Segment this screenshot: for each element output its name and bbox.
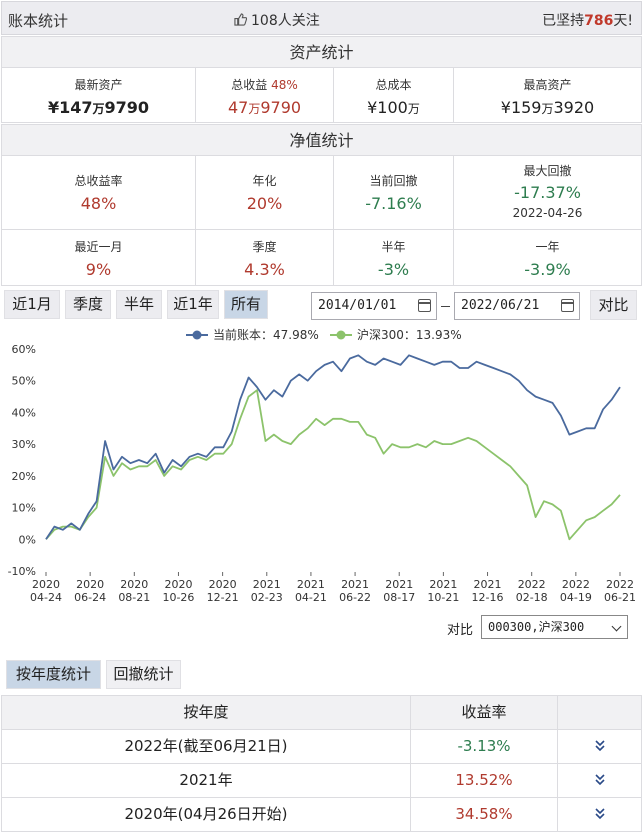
double-chevron-down-icon[interactable]: [594, 774, 605, 786]
current-drawdown: 当前回撤 -7.16%: [334, 156, 454, 230]
y-tick-label: 0%: [19, 533, 36, 546]
legend-marker: [192, 330, 202, 340]
x-tick-label: 04-21: [295, 591, 327, 604]
persist-days: 已坚持786天!: [542, 13, 633, 29]
x-tick-label: 02-18: [516, 591, 548, 604]
total-profit: 总收益 48% 47万9790: [196, 68, 334, 123]
x-tick-label: 2020: [209, 578, 237, 591]
date-from-input[interactable]: 2014/01/01: [311, 292, 437, 320]
table-header: 按年度 收益率: [2, 696, 642, 730]
asset-grid: 最新资产 ¥147万9790 总收益 48% 47万9790 总成本 ¥100万…: [1, 68, 642, 123]
calendar-icon[interactable]: [561, 299, 574, 312]
top-bar: 账本统计 108人关注 已坚持786天!: [1, 1, 642, 35]
range-all-button[interactable]: 所有: [224, 290, 268, 319]
annualized: 年化 20%: [196, 156, 334, 230]
max-drawdown: 最大回撤 -17.37% 2022-04-26: [454, 156, 642, 230]
asset-section-title: 资产统计: [1, 36, 642, 68]
y-tick-label: 10%: [12, 502, 36, 515]
x-tick-label: 2022: [562, 578, 590, 591]
compare-select[interactable]: 000300,沪深300: [481, 615, 628, 639]
total-cost: 总成本 ¥100万: [334, 68, 454, 123]
y-tick-label: 40%: [12, 406, 36, 419]
x-tick-label: 02-23: [251, 591, 283, 604]
net-value-chart: 当前账本：47.98% 沪深300：13.93% 60% 50% 40% 30% 20% 1…: [8, 327, 636, 604]
double-chevron-down-icon[interactable]: [594, 740, 605, 752]
x-tick-label: 06-24: [74, 591, 106, 604]
x-tick-label: 08-17: [383, 591, 415, 604]
x-tick-label: 2020: [76, 578, 104, 591]
date-to-input[interactable]: 2022/06/21: [454, 292, 580, 320]
y-tick-label: 20%: [12, 470, 36, 483]
range-1m-button[interactable]: 近1月: [4, 290, 60, 319]
x-tick-label: 2021: [474, 578, 502, 591]
date-separator: [441, 306, 450, 307]
expand-row-button[interactable]: [558, 798, 642, 832]
range-quarter-button[interactable]: 季度: [65, 290, 111, 319]
table-row: 2022年(截至06月21日) -3.13%: [2, 730, 642, 764]
x-tick-label: 04-24: [30, 591, 62, 604]
y-tick-label: 30%: [12, 438, 36, 451]
latest-asset: 最新资产 ¥147万9790: [2, 68, 196, 123]
x-tick-label: 10-26: [162, 591, 194, 604]
tab-drawdown-stats[interactable]: 回撤统计: [106, 660, 181, 689]
range-half-button[interactable]: 半年: [116, 290, 162, 319]
header-year: 按年度: [2, 696, 411, 730]
peak-asset: 最高资产 ¥159万3920: [454, 68, 642, 123]
expand-row-button[interactable]: [558, 764, 642, 798]
page-title: 账本统计: [8, 12, 69, 30]
x-tick-label: 12-16: [472, 591, 504, 604]
nav-grid: 总收益率 48% 年化 20% 当前回撤 -7.16% 最大回撤 -17.37%…: [1, 156, 642, 286]
followers-count: 108人关注: [251, 13, 320, 29]
chevron-down-icon: [611, 621, 622, 632]
followers[interactable]: 108人关注: [234, 10, 320, 30]
x-tick-label: 12-21: [207, 591, 239, 604]
x-tick-label: 2021: [297, 578, 325, 591]
legend-label: 当前账本：47.98%: [213, 327, 319, 342]
x-tick-label: 06-21: [604, 591, 636, 604]
half-year: 半年 -3%: [334, 230, 454, 286]
tab-yearly-stats[interactable]: 按年度统计: [6, 660, 101, 689]
one-year: 一年 -3.9%: [454, 230, 642, 286]
x-tick-label: 2021: [429, 578, 457, 591]
x-tick-label: 2020: [164, 578, 192, 591]
calendar-icon[interactable]: [418, 299, 431, 312]
header-rate: 收益率: [411, 696, 558, 730]
x-tick-label: 04-19: [560, 591, 592, 604]
y-tick-label: 60%: [12, 343, 36, 356]
y-tick-label: -10%: [8, 565, 36, 578]
x-tick-label: 2022: [518, 578, 546, 591]
x-tick-label: 10-21: [427, 591, 459, 604]
quarter: 季度 4.3%: [196, 230, 334, 286]
total-return: 总收益率 48%: [2, 156, 196, 230]
table-row: 2021年 13.52%: [2, 764, 642, 798]
legend-marker: [336, 330, 346, 340]
x-tick-label: 2021: [253, 578, 281, 591]
hs300-series-line: [45, 389, 621, 541]
range-1y-button[interactable]: 近1年: [167, 290, 219, 319]
yearly-table: 按年度 收益率 2022年(截至06月21日) -3.13% 2021年 13.…: [1, 695, 642, 832]
x-tick-label: 2022: [606, 578, 634, 591]
x-tick-label: 2020: [32, 578, 60, 591]
table-row: 2020年(04月26日开始) 34.58%: [2, 798, 642, 832]
y-tick-label: 50%: [12, 375, 36, 388]
chart-legend: 当前账本：47.98% 沪深300：13.93%: [186, 327, 462, 342]
x-tick-label: 2021: [385, 578, 413, 591]
recent-month: 最近一月 9%: [2, 230, 196, 286]
x-tick-label: 08-21: [118, 591, 150, 604]
x-tick-label: 06-22: [339, 591, 371, 604]
thumbs-up-icon: [234, 13, 247, 26]
x-tick-label: 2020: [120, 578, 148, 591]
x-tick-label: 2021: [341, 578, 369, 591]
double-chevron-down-icon[interactable]: [594, 808, 605, 820]
expand-row-button[interactable]: [558, 730, 642, 764]
legend-label: 沪深300：13.93%: [357, 328, 462, 342]
compare-button[interactable]: 对比: [590, 290, 637, 320]
compare-label: 对比: [447, 623, 474, 638]
nav-section-title: 净值统计: [1, 124, 642, 156]
account-series-line: [45, 354, 621, 540]
